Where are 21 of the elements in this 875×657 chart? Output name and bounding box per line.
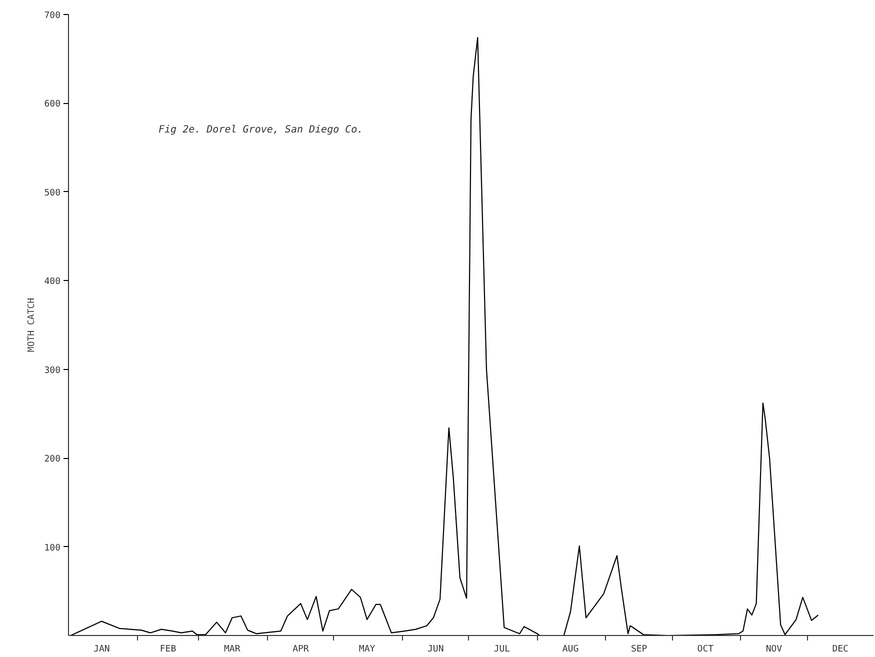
x-tick-label: JUN [427, 644, 444, 654]
x-tick-label: FEB [160, 644, 176, 654]
y-tick-label: 600 [44, 100, 61, 110]
x-tick-label: JAN [94, 644, 110, 654]
x-tick-label: APR [292, 644, 310, 654]
x-tick-label: SEP [630, 644, 648, 654]
x-tick-label: MAR [224, 644, 241, 654]
x-tick-label: OCT [697, 644, 714, 654]
y-tick-label: 200 [44, 454, 61, 465]
x-tick-label: MAY [358, 644, 376, 654]
x-tick-label: AUG [562, 644, 579, 654]
y-axis-title: MOTH CATCH [27, 298, 38, 352]
x-tick-label: DEC [832, 644, 848, 654]
y-tick-label: 700 [44, 11, 61, 21]
annotation: Fig 2e. Dorel Grove, San Diego Co. [158, 124, 364, 136]
y-tick-label: 500 [44, 188, 61, 198]
y-tick-label: 300 [44, 366, 61, 376]
y-tick-label: 400 [44, 277, 61, 288]
x-tick-label: NOV [766, 644, 783, 654]
y-tick-label: 100 [44, 543, 61, 554]
x-tick-label: JUL [494, 644, 510, 654]
